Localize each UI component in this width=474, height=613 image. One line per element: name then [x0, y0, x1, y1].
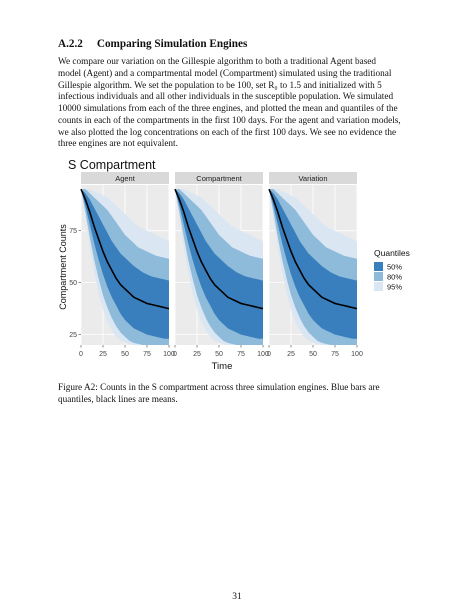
section-heading: A.2.2 Comparing Simulation Engines [58, 38, 247, 50]
paragraph-line: we also plotted the log concentrations o… [58, 127, 397, 138]
quantiles-legend: Quantiles 50%80%95% [374, 248, 410, 292]
quantile-band-50 [81, 189, 169, 339]
x-tick-label: 100 [351, 351, 363, 358]
page-number: 31 [232, 592, 242, 602]
y-tick-label: 50 [69, 280, 77, 287]
x-tick-label: 75 [143, 351, 151, 358]
mean-line [268, 188, 358, 310]
x-tick-label: 50 [309, 351, 317, 358]
caption-line: quantiles, black lines are means. [58, 394, 178, 405]
x-tick-label: 100 [163, 351, 175, 358]
y-tick-label: 75 [69, 228, 77, 235]
x-tick-label: 0 [267, 351, 271, 358]
facet-panel-agent: Agent 0 25 50 75 100 25 50 75 [69, 172, 175, 358]
caption-line: Figure A2: Counts in the S compartment a… [58, 383, 380, 393]
quantile-band-50 [269, 189, 357, 339]
x-tick-label: 0 [173, 351, 177, 358]
mean-line [174, 188, 264, 310]
figure-a2: S Compartment Agent 0 25 50 75 100 25 50 75 Compa… [56, 152, 426, 374]
paragraph-line: infectious individuals and all other ind… [58, 92, 394, 103]
section-number: A.2.2 [58, 38, 83, 50]
paragraph-line: We compare our variation on the Gillespi… [58, 57, 377, 67]
paragraph-line: Gillespie algorithm. We set the populati… [58, 80, 382, 91]
paragraph-line: 10000 simulations from each of the three… [58, 104, 398, 114]
facet-strip [81, 172, 169, 184]
quantile-band-50 [175, 189, 263, 339]
x-tick-label: 75 [331, 351, 339, 358]
legend-title: Quantiles [374, 248, 410, 258]
paragraph-line: three engines are not equivalent. [58, 139, 178, 150]
x-tick-label: 0 [79, 351, 83, 358]
facet-strip [175, 172, 263, 184]
legend-label: 80% [387, 273, 402, 282]
x-tick-label: 25 [287, 351, 295, 358]
paragraph-line: counts in each of the compartments in th… [58, 115, 401, 126]
x-tick-label: 75 [237, 351, 245, 358]
x-tick-label: 25 [99, 351, 107, 358]
legend-key-95 [374, 282, 383, 291]
x-tick-label: 50 [215, 351, 223, 358]
x-axis-label: Time [212, 361, 233, 372]
paragraph-line: model (Agent) and a compartmental model … [58, 68, 392, 79]
facet-strip-label: Agent [115, 174, 136, 183]
facet-panel-variation: Variation 0 25 50 75 100 [267, 172, 363, 358]
legend-label: 50% [387, 263, 402, 272]
section-title: Comparing Simulation Engines [96, 38, 248, 50]
chart-title: S Compartment [68, 158, 156, 172]
facet-strip-label: Compartment [196, 174, 242, 183]
y-tick-label: 25 [69, 332, 77, 339]
body-paragraph: We compare our variation on the Gillespi… [58, 57, 418, 151]
x-tick-label: 50 [121, 351, 129, 358]
y-axis-label: Compartment Counts [58, 224, 68, 310]
figure-caption: Figure A2: Counts in the S compartment a… [58, 383, 418, 407]
mean-line [80, 188, 170, 310]
x-tick-label: 25 [193, 351, 201, 358]
legend-key-50 [374, 262, 383, 271]
facet-strip-label: Variation [298, 174, 327, 183]
facet-panel-compartment: Compartment 0 25 50 75 100 [173, 172, 269, 358]
facet-strip [269, 172, 357, 184]
legend-label: 95% [387, 283, 402, 292]
legend-key-80 [374, 272, 383, 281]
x-tick-label: 100 [257, 351, 269, 358]
